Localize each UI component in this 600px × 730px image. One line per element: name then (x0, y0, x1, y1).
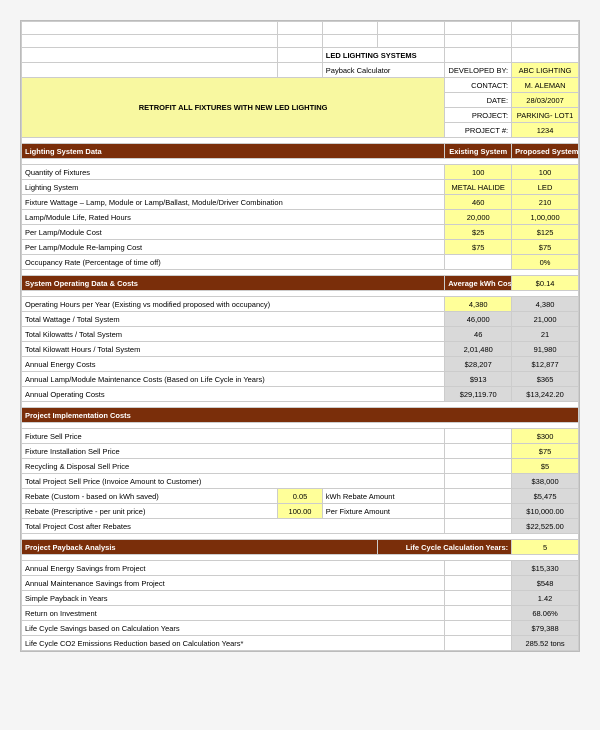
table-row: Recycling & Disposal Sell Price$5 (22, 459, 579, 474)
table-row: Life Cycle Savings based on Calculation … (22, 621, 579, 636)
table-row: Total Kilowatt Hours / Total System2,01,… (22, 342, 579, 357)
table-row: Operating Hours per Year (Existing vs mo… (22, 297, 579, 312)
lifecycle-value[interactable]: 5 (512, 540, 579, 555)
section-header-lighting: Lighting System Data (22, 144, 445, 159)
date-value[interactable]: 28/03/2007 (512, 93, 579, 108)
spreadsheet: LED LIGHTING SYSTEMS Payback CalculatorD… (20, 20, 580, 652)
projectnum-label: PROJECT #: (445, 123, 512, 138)
table-row: Quantity of Fixtures100100 (22, 165, 579, 180)
table-row: Per Lamp/Module Re-lamping Cost$75$75 (22, 240, 579, 255)
section-header-payback: Project Payback Analysis (22, 540, 378, 555)
contact-value[interactable]: M. ALEMAN (512, 78, 579, 93)
table-row: Annual Lamp/Module Maintenance Costs (Ba… (22, 372, 579, 387)
project-label: PROJECT: (445, 108, 512, 123)
table-row: Fixture Wattage – Lamp, Module or Lamp/B… (22, 195, 579, 210)
avg-kwh-label: Average kWh Cost----> (445, 276, 512, 291)
table-row: Rebate (Custom - based on kWh saved)0.05… (22, 489, 579, 504)
table-row: Total Project Sell Price (Invoice Amount… (22, 474, 579, 489)
section-header-implementation: Project Implementation Costs (22, 408, 579, 423)
developed-by-value[interactable]: ABC LIGHTING (512, 63, 579, 78)
table-row: Total Project Cost after Rebates$22,525.… (22, 519, 579, 534)
table-row: Total Kilowatts / Total System4621 (22, 327, 579, 342)
date-label: DATE: (445, 93, 512, 108)
lifecycle-label: Life Cycle Calculation Years: (378, 540, 512, 555)
main-table: LED LIGHTING SYSTEMS Payback CalculatorD… (21, 21, 579, 651)
table-row: Annual Operating Costs$29,119.70$13,242.… (22, 387, 579, 402)
table-row: Annual Energy Costs$28,207$12,877 (22, 357, 579, 372)
table-row: Total Wattage / Total System46,00021,000 (22, 312, 579, 327)
table-row: Fixture Sell Price$300 (22, 429, 579, 444)
subtitle: Payback Calculator (322, 63, 445, 78)
section-header-operating: System Operating Data & Costs (22, 276, 445, 291)
table-row: Life Cycle CO2 Emissions Reduction based… (22, 636, 579, 651)
table-row: Annual Maintenance Savings from Project$… (22, 576, 579, 591)
table-row: Lamp/Module Life, Rated Hours20,0001,00,… (22, 210, 579, 225)
table-row: Lighting SystemMETAL HALIDELED (22, 180, 579, 195)
table-row: Rebate (Prescriptive - per unit price)10… (22, 504, 579, 519)
projectnum-value[interactable]: 1234 (512, 123, 579, 138)
table-row: Fixture Installation Sell Price$75 (22, 444, 579, 459)
table-row: Per Lamp/Module Cost$25$125 (22, 225, 579, 240)
col-proposed: Proposed System (512, 144, 579, 159)
table-row: Return on Investment68.06% (22, 606, 579, 621)
table-row: Annual Energy Savings from Project$15,33… (22, 561, 579, 576)
avg-kwh-value[interactable]: $0.14 (512, 276, 579, 291)
table-row: Simple Payback in Years1.42 (22, 591, 579, 606)
col-existing: Existing System (445, 144, 512, 159)
developed-by-label: DEVELOPED BY: (445, 63, 512, 78)
retrofit-banner: RETROFIT ALL FIXTURES WITH NEW LED LIGHT… (22, 78, 445, 138)
project-value[interactable]: PARKING- LOT1 (512, 108, 579, 123)
table-row: Occupancy Rate (Percentage of time off)0… (22, 255, 579, 270)
contact-label: CONTACT: (445, 78, 512, 93)
title: LED LIGHTING SYSTEMS (322, 48, 445, 63)
